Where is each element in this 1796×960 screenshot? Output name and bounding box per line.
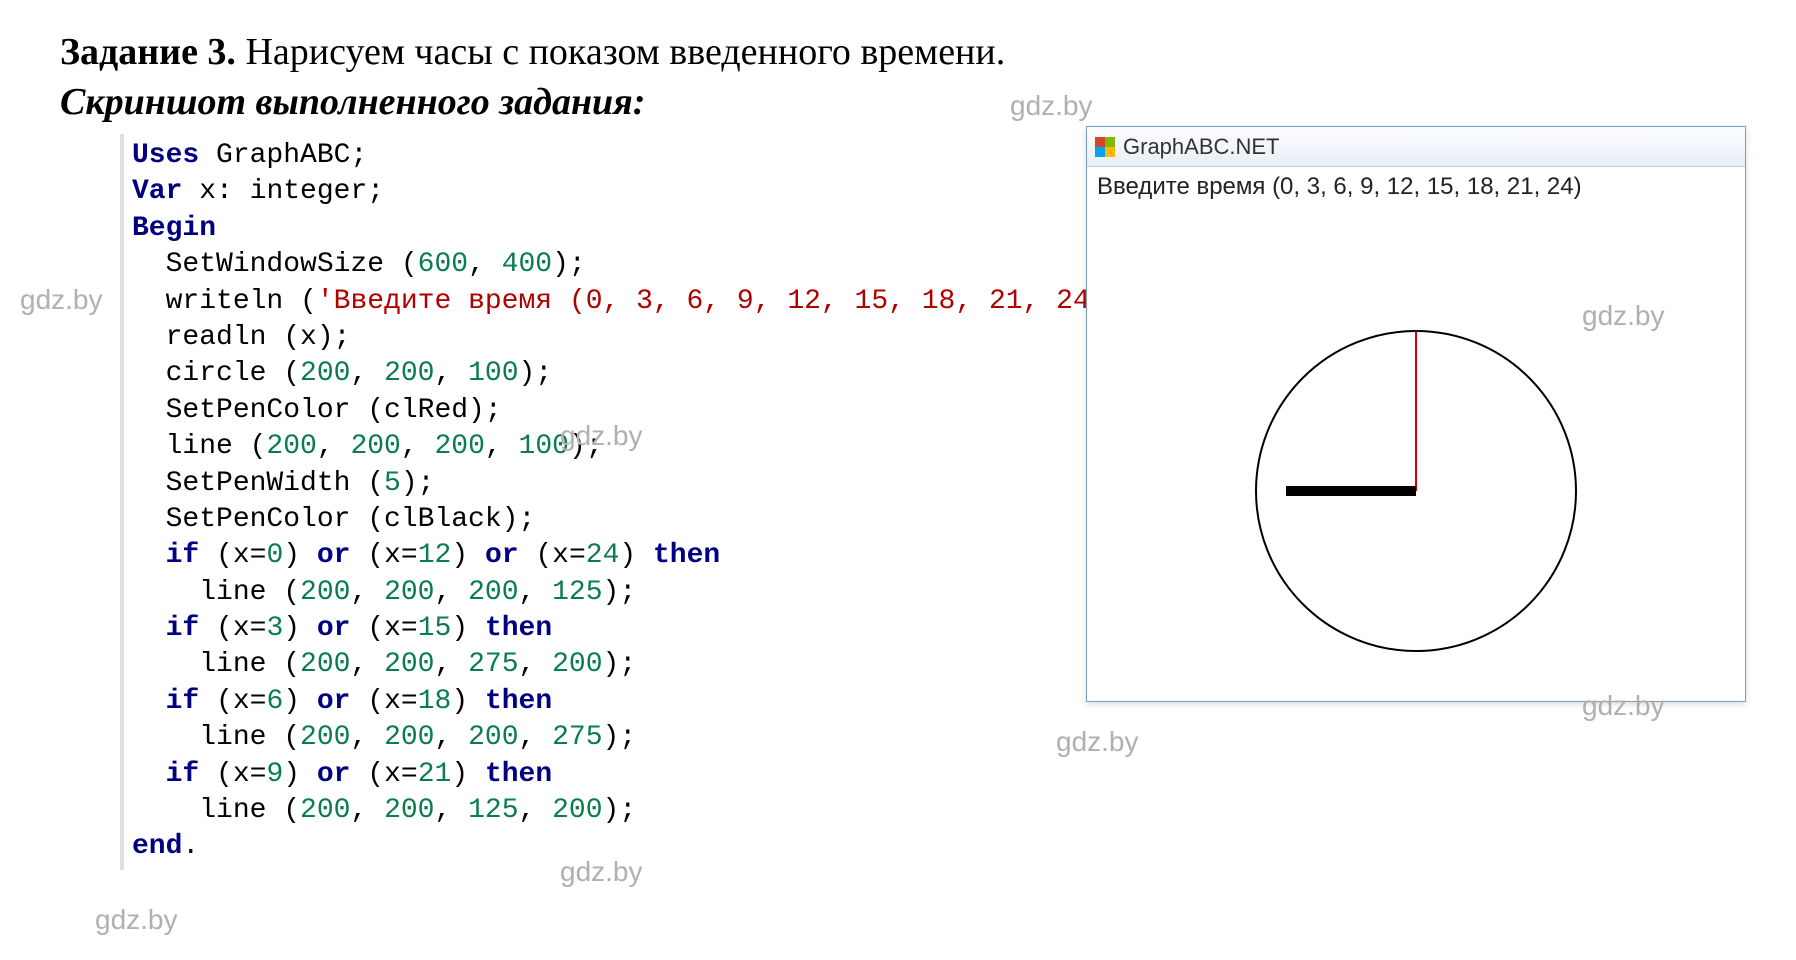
- code-line: line (200, 200, 275, 200);: [132, 647, 1157, 683]
- watermark: gdz.by: [95, 904, 178, 936]
- app-icon: [1095, 137, 1115, 157]
- code-line: Uses GraphABC;: [132, 138, 1157, 174]
- code-line: Var x: integer;: [132, 174, 1157, 210]
- code-line: SetPenColor (clBlack);: [132, 502, 1157, 538]
- screenshot-subtitle: Скриншот выполненного задания:: [60, 80, 1736, 124]
- code-line: line (200, 200, 125, 200);: [132, 793, 1157, 829]
- task-text: Нарисуем часы с показом введенного време…: [236, 31, 1005, 73]
- code-line: line (200, 200, 200, 100);: [132, 429, 1157, 465]
- code-line: line (200, 200, 200, 125);: [132, 575, 1157, 611]
- code-line: circle (200, 200, 100);: [132, 356, 1157, 392]
- code-line: Begin: [132, 211, 1157, 247]
- source-code: Uses GraphABC;Var x: integer;Begin SetWi…: [120, 134, 1157, 870]
- code-line: if (x=0) or (x=12) or (x=24) then: [132, 538, 1157, 574]
- prompt-text: Введите время (0, 3, 6, 9, 12, 15, 18, 2…: [1097, 173, 1735, 201]
- graphabc-output-window: GraphABC.NET Введите время (0, 3, 6, 9, …: [1086, 126, 1746, 702]
- code-line: SetPenColor (clRed);: [132, 393, 1157, 429]
- code-line: if (x=3) or (x=15) then: [132, 611, 1157, 647]
- output-title: GraphABC.NET: [1123, 134, 1280, 160]
- code-line: readln (x);: [132, 320, 1157, 356]
- task-label: Задание 3.: [60, 31, 236, 73]
- clock-drawing: [1216, 291, 1616, 671]
- code-line: if (x=6) or (x=18) then: [132, 684, 1157, 720]
- code-line: line (200, 200, 200, 275);: [132, 720, 1157, 756]
- output-canvas: Введите время (0, 3, 6, 9, 12, 15, 18, 2…: [1087, 167, 1745, 701]
- task-header: Задание 3. Нарисуем часы с показом введе…: [60, 30, 1736, 74]
- code-line: SetPenWidth (5);: [132, 466, 1157, 502]
- code-line: SetWindowSize (600, 400);: [132, 247, 1157, 283]
- code-line: if (x=9) or (x=21) then: [132, 757, 1157, 793]
- output-titlebar: GraphABC.NET: [1087, 127, 1745, 167]
- code-line: end.: [132, 829, 1157, 865]
- code-line: writeln ('Введите время (0, 3, 6, 9, 12,…: [132, 284, 1157, 320]
